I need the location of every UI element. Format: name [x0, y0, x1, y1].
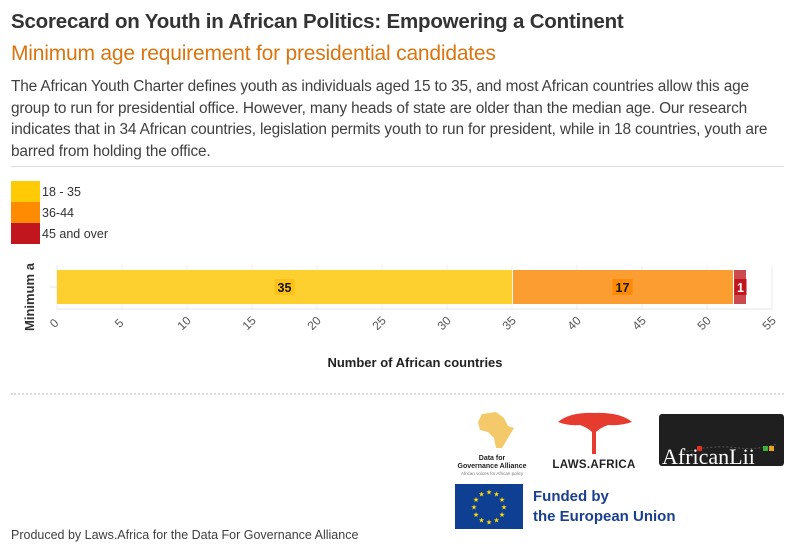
acacia-tree-icon	[558, 412, 632, 454]
legend-label: 36-44	[42, 205, 74, 220]
x-tick-label: 0	[47, 316, 62, 331]
data-label: 1	[737, 281, 744, 295]
x-tick-label: 15	[239, 313, 259, 333]
star-icon: ★	[486, 519, 492, 527]
data-label-bg	[274, 279, 295, 295]
footer-divider	[11, 393, 784, 395]
laws-africa-name: LAWS.AFRICA	[552, 459, 636, 471]
star-icon: ★	[471, 504, 477, 512]
star-icon: ★	[493, 516, 499, 524]
x-tick-label: 55	[759, 313, 779, 333]
x-axis-ticks: 0 5 10 15 20 25 30 35 40 45 50 55	[47, 313, 779, 333]
chart-subtitle: Minimum age requirement for presidential…	[11, 42, 496, 65]
african-lii-logo: AfricanLii	[659, 414, 784, 466]
legend-item[interactable]: 36-44	[11, 202, 108, 223]
data-label: 35	[278, 281, 292, 295]
star-icon: ★	[499, 496, 505, 504]
x-tick-label: 25	[369, 313, 389, 333]
x-tick-label: 5	[112, 316, 127, 331]
legend-label: 45 and over	[42, 226, 109, 241]
legend-swatch	[11, 223, 40, 244]
eu-flag-icon: ★ ★ ★ ★ ★ ★ ★ ★ ★ ★ ★ ★	[455, 484, 523, 529]
x-tick-label: 30	[434, 313, 454, 333]
star-icon: ★	[486, 489, 492, 497]
legend-label: 18 - 35	[42, 184, 81, 199]
laws-africa-logo: LAWS.AFRICA	[550, 410, 638, 471]
data-label-bg	[734, 279, 747, 295]
x-tick-label: 20	[304, 313, 324, 333]
star-icon: ★	[478, 516, 484, 524]
legend-item[interactable]: 45 and over	[11, 223, 108, 244]
africa-map-icon	[478, 412, 514, 448]
legend-item[interactable]: 18 - 35	[11, 181, 108, 202]
legend-swatch	[11, 202, 40, 223]
star-icon: ★	[499, 511, 505, 519]
y-axis-label: Minimum a	[22, 262, 37, 331]
chart-description: The African Youth Charter defines youth …	[11, 78, 768, 160]
star-icon: ★	[473, 511, 479, 519]
x-tick-label: 45	[629, 313, 649, 333]
dfga-logo: Data for Governance Alliance African voi…	[452, 410, 532, 476]
african-lii-mark: AfricanLii	[662, 443, 778, 466]
chart-title: Scorecard on Youth in African Politics: …	[11, 10, 624, 33]
x-tick-label: 35	[499, 313, 519, 333]
star-icon: ★	[501, 504, 507, 512]
eu-funding-text: Funded by the European Union	[533, 488, 676, 525]
bars: 35 17 1	[57, 270, 747, 304]
star-icon: ★	[478, 491, 484, 499]
dfga-name: Data for Governance Alliance	[457, 455, 527, 470]
header-divider	[11, 166, 784, 167]
x-axis-label: Number of African countries	[327, 355, 502, 370]
legend-swatch	[11, 181, 40, 202]
bar-chart: 35 17 1 0 5 10 15 20 25 30 35 40 45 50 55 Minimum a N…	[22, 262, 779, 370]
footer-credit: Produced by Laws.Africa for the Data For…	[11, 528, 359, 542]
legend: 18 - 35 36-44 45 and over	[11, 181, 108, 244]
star-icon: ★	[473, 496, 479, 504]
x-tick-label: 10	[174, 313, 194, 333]
x-tick-label: 40	[564, 313, 584, 333]
star-icon: ★	[493, 491, 499, 499]
svg-text:AfricanLii: AfricanLii	[662, 444, 755, 466]
data-label-bg	[612, 279, 633, 295]
dfga-tagline: African voices for African policy	[460, 471, 524, 476]
data-label: 17	[616, 281, 630, 295]
x-tick-label: 50	[694, 313, 714, 333]
